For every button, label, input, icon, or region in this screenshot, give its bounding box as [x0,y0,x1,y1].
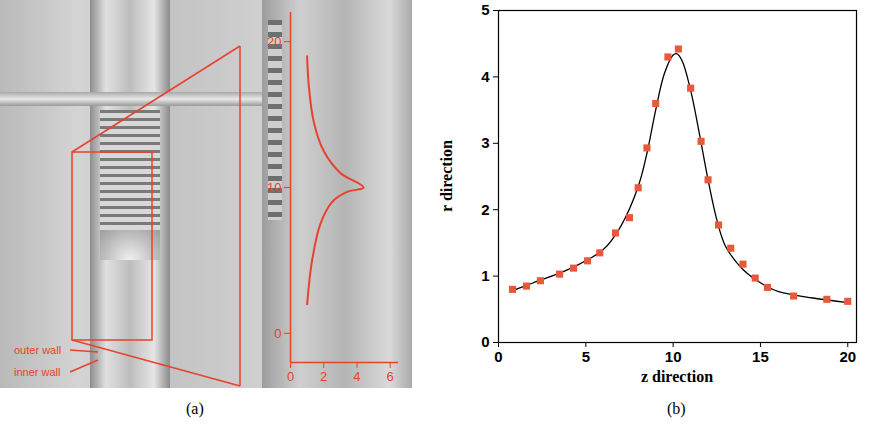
svg-text:0: 0 [494,348,502,365]
svg-text:1: 1 [481,267,489,284]
svg-text:4: 4 [481,68,490,85]
html-text:z direction: z direction [640,368,714,385]
svg-text:15: 15 [752,348,769,365]
svg-text:20: 20 [267,34,281,49]
html-text:inner wall: inner wall [14,366,61,378]
svg-text:6: 6 [387,369,394,384]
html-text:r direction: r direction [438,140,455,212]
html-text:(a): (a) [186,400,204,417]
svg-text:4: 4 [353,369,360,384]
svg-text:0: 0 [287,369,294,384]
svg-text:0: 0 [481,333,489,350]
svg-text:2: 2 [481,201,489,218]
svg-text:10: 10 [267,180,281,195]
svg-text:20: 20 [839,348,856,365]
svg-text:0: 0 [274,325,281,340]
svg-text:3: 3 [481,134,489,151]
html-text:outer wall: outer wall [14,344,62,356]
svg-text:10: 10 [665,348,682,365]
svg-text:5: 5 [582,348,590,365]
svg-text:5: 5 [481,1,489,18]
svg-text:2: 2 [320,369,327,384]
html-text:(b): (b) [667,400,686,417]
